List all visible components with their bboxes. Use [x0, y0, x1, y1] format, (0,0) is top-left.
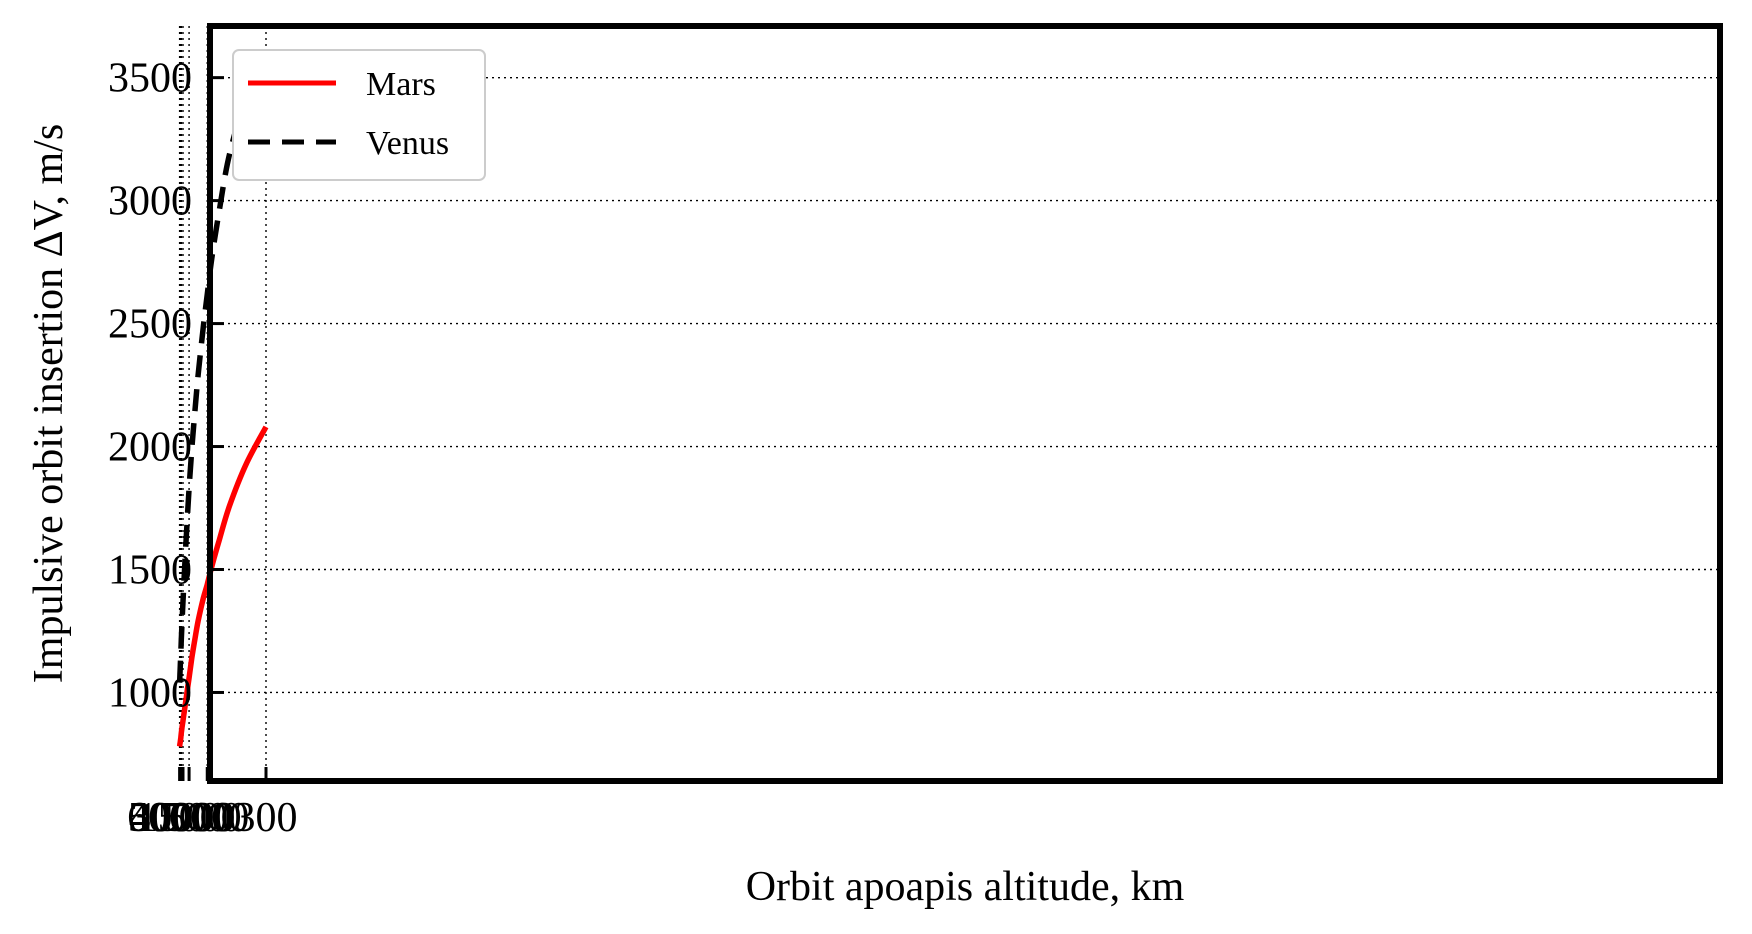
y-tick-label: 2500 — [108, 302, 192, 348]
x-tick-label: 300 — [235, 795, 298, 841]
legend-label-venus: Venus — [366, 125, 449, 162]
series-line-mars — [176, 425, 269, 748]
y-tick-label: 3000 — [108, 179, 192, 225]
y-tick-label: 1000 — [108, 670, 192, 716]
y-tick-label: 1500 — [108, 548, 192, 594]
x-tick-label: 60000 — [127, 795, 232, 841]
x-tick-label: 15000 — [137, 795, 242, 841]
y-axis-title: Impulsive orbit insertion ΔV, m/s — [26, 124, 72, 683]
x-tick-label: 50000 — [128, 795, 233, 841]
x-tick-label: 5000 — [165, 795, 249, 841]
y-tick-label: 2000 — [108, 425, 192, 471]
legend: Mars Venus — [232, 49, 486, 181]
x-tick-label: 30000 — [130, 795, 235, 841]
series-layer — [176, 54, 269, 748]
y-tick-label: 3500 — [108, 56, 192, 102]
legend-label-mars: Mars — [366, 66, 436, 103]
series-line-venus — [176, 54, 269, 683]
plot-frame — [207, 23, 1723, 784]
x-axis-title: Orbit apoapis altitude, km — [746, 864, 1185, 910]
x-tick-label: 40000 — [129, 795, 234, 841]
